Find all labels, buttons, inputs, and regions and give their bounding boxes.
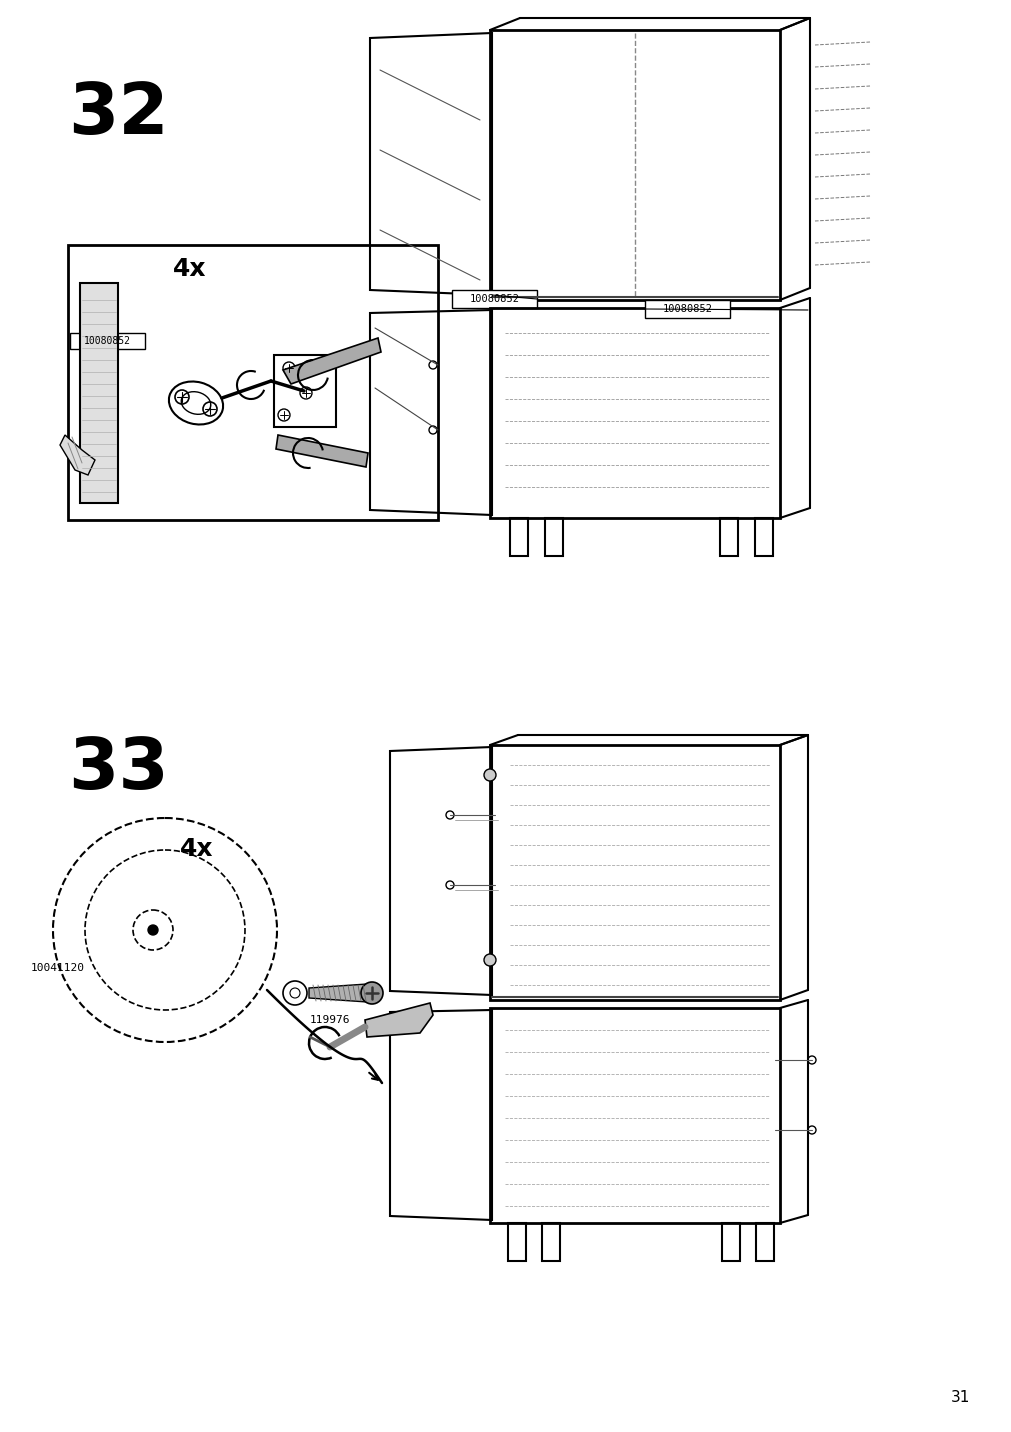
Text: 119976: 119976 bbox=[309, 1015, 350, 1025]
Text: 4x: 4x bbox=[173, 256, 206, 281]
Text: 10080852: 10080852 bbox=[84, 337, 130, 347]
Text: 31: 31 bbox=[949, 1390, 969, 1405]
Polygon shape bbox=[308, 984, 375, 1002]
Bar bbox=[70, 334, 145, 349]
Bar bbox=[644, 299, 729, 318]
Circle shape bbox=[361, 982, 382, 1004]
Bar bbox=[508, 1223, 526, 1262]
Bar bbox=[68, 245, 438, 520]
Bar bbox=[489, 308, 779, 518]
Circle shape bbox=[148, 925, 158, 935]
Circle shape bbox=[483, 769, 495, 780]
Text: 33: 33 bbox=[68, 735, 169, 803]
Text: 10041120: 10041120 bbox=[31, 962, 85, 972]
Bar bbox=[510, 518, 528, 556]
Bar bbox=[489, 30, 779, 299]
Polygon shape bbox=[365, 1002, 433, 1037]
Bar bbox=[489, 745, 779, 1000]
Bar bbox=[719, 518, 737, 556]
Bar bbox=[274, 355, 336, 427]
Polygon shape bbox=[60, 435, 95, 475]
Text: 10080852: 10080852 bbox=[662, 304, 712, 314]
Bar bbox=[489, 1008, 779, 1223]
Bar bbox=[721, 1223, 739, 1262]
Circle shape bbox=[483, 954, 495, 967]
Text: 32: 32 bbox=[68, 80, 169, 149]
Bar bbox=[80, 284, 118, 503]
Bar bbox=[452, 291, 537, 308]
Text: 4x: 4x bbox=[180, 836, 213, 861]
Bar bbox=[754, 518, 772, 556]
Bar bbox=[545, 518, 562, 556]
Bar bbox=[542, 1223, 559, 1262]
Bar bbox=[755, 1223, 773, 1262]
Polygon shape bbox=[283, 338, 380, 384]
Text: 10080852: 10080852 bbox=[469, 294, 519, 304]
Polygon shape bbox=[276, 435, 368, 467]
